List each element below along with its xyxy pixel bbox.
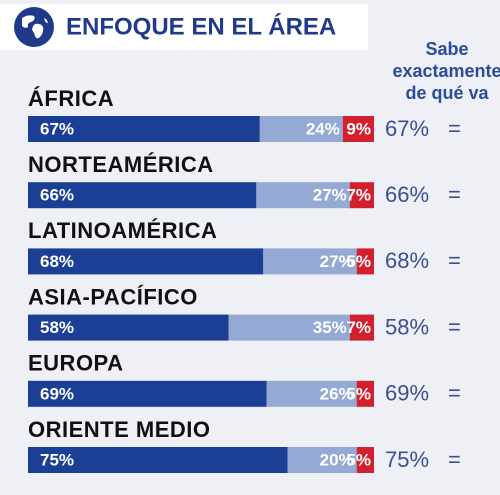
data-label: 75% bbox=[40, 450, 74, 469]
bar-segment bbox=[356, 447, 374, 473]
data-label: 67% bbox=[40, 119, 74, 138]
bar-segment bbox=[259, 116, 343, 142]
summary-symbol: = bbox=[448, 182, 461, 207]
bar-segment bbox=[228, 314, 350, 341]
data-label: 7% bbox=[346, 318, 371, 337]
summary-header: Sabe bbox=[425, 39, 468, 59]
summary-symbol: = bbox=[448, 447, 461, 472]
summary-value: 68% bbox=[385, 248, 429, 273]
data-label: 20% bbox=[320, 450, 354, 469]
summary-value: 66% bbox=[385, 182, 429, 207]
summary-symbol: = bbox=[448, 314, 461, 339]
summary-value: 58% bbox=[385, 314, 429, 339]
summary-symbol: = bbox=[448, 116, 461, 141]
data-label: 68% bbox=[40, 252, 74, 271]
category-label: ASIA-PACÍFICO bbox=[28, 284, 198, 309]
globe-icon bbox=[14, 7, 54, 47]
bar-segment bbox=[28, 447, 288, 473]
data-label: 5% bbox=[346, 252, 371, 271]
summary-header: exactamente bbox=[392, 61, 500, 81]
data-label: 35% bbox=[313, 318, 347, 337]
summary-value: 69% bbox=[385, 381, 429, 406]
bar-segment bbox=[266, 380, 357, 407]
data-label: 27% bbox=[313, 186, 347, 205]
data-label: 7% bbox=[346, 186, 371, 205]
bar-segment bbox=[28, 182, 257, 209]
category-label: ÁFRICA bbox=[28, 86, 114, 111]
category-label: EUROPA bbox=[28, 351, 124, 376]
data-label: 5% bbox=[346, 450, 371, 469]
bar-segment bbox=[356, 380, 374, 407]
title-box bbox=[0, 4, 368, 50]
data-label: 24% bbox=[306, 119, 340, 138]
data-label: 5% bbox=[346, 384, 371, 403]
bar-segment bbox=[287, 447, 357, 473]
bar-segment bbox=[28, 248, 264, 275]
bar-segment bbox=[356, 248, 374, 275]
summary-value: 75% bbox=[385, 447, 429, 472]
bar-segment bbox=[263, 248, 357, 275]
bar-segment bbox=[342, 116, 374, 142]
category-label: LATINOAMÉRICA bbox=[28, 218, 217, 243]
summary-symbol: = bbox=[448, 248, 461, 273]
data-label: 27% bbox=[320, 252, 354, 271]
data-label: 66% bbox=[40, 186, 74, 205]
category-label: ORIENTE MEDIO bbox=[28, 417, 211, 442]
bar-segment bbox=[28, 116, 260, 142]
bar-segment bbox=[349, 314, 374, 341]
data-label: 26% bbox=[320, 384, 354, 403]
chart-title: ENFOQUE EN EL ÁREA bbox=[66, 12, 336, 40]
bar-segment bbox=[28, 380, 267, 407]
summary-header: de qué va bbox=[405, 83, 489, 103]
data-label: 9% bbox=[346, 119, 371, 138]
summary-symbol: = bbox=[448, 381, 461, 406]
bar-segment bbox=[349, 182, 374, 209]
data-label: 69% bbox=[40, 384, 74, 403]
bar-segment bbox=[28, 314, 229, 341]
category-label: NORTEAMÉRICA bbox=[28, 152, 214, 177]
data-label: 58% bbox=[40, 318, 74, 337]
summary-value: 67% bbox=[385, 116, 429, 141]
bar-segment bbox=[256, 182, 350, 209]
